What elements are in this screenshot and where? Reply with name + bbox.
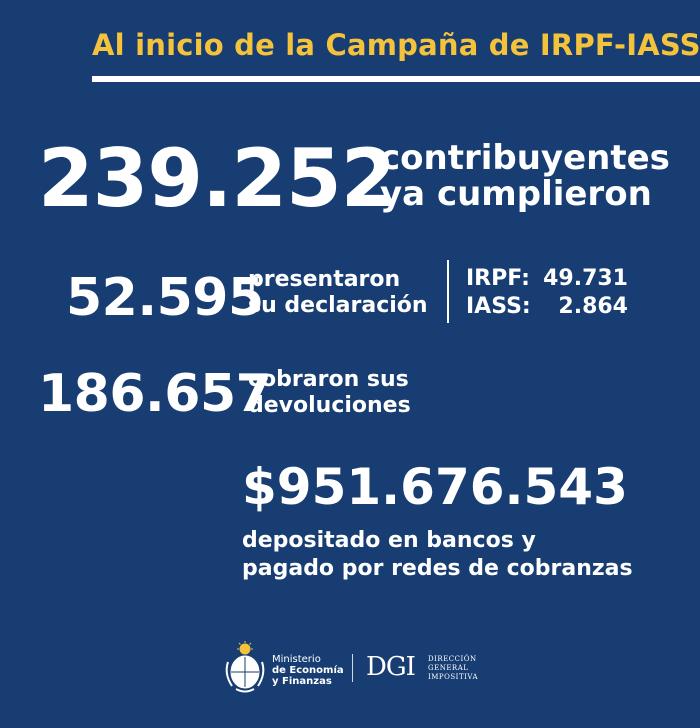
- breakdown-key: IASS:: [466, 294, 531, 319]
- breakdown-row-irpf: IRPF: 49.731: [466, 265, 628, 293]
- declarations-count: 52.595: [66, 268, 264, 328]
- header-title: Al inicio de la Campaña de IRPF-IASS: [92, 28, 700, 62]
- dgi-line2: GENERAL: [428, 664, 469, 672]
- declarations-label: presentaron su declaración: [248, 267, 428, 319]
- declarations-breakdown: IRPF: 49.731 IASS: 2.864: [466, 265, 628, 321]
- ministry-line1: Ministerio: [272, 654, 321, 665]
- contributors-count: 239.252: [38, 132, 396, 225]
- declarations-label-line1: presentaron: [248, 267, 401, 292]
- amount-label-line1: depositado en bancos y: [242, 528, 536, 553]
- contributors-label: contribuyentes ya cumplieron: [380, 140, 670, 212]
- coat-of-arms-icon: [225, 641, 265, 693]
- contributors-label-line2: ya cumplieron: [380, 174, 652, 214]
- refunds-label-line1: cobraron sus: [248, 367, 409, 392]
- refunds-label: cobraron sus devoluciones: [248, 367, 411, 419]
- breakdown-row-iass: IASS: 2.864: [466, 293, 628, 321]
- breakdown-divider: [447, 260, 449, 323]
- refunds-count: 186.657: [38, 364, 272, 424]
- breakdown-value: 2.864: [558, 294, 628, 319]
- header-underline: [92, 76, 700, 82]
- footer-divider: [352, 654, 353, 682]
- declarations-label-line2: su declaración: [248, 293, 428, 318]
- dgi-logo: DGI: [366, 652, 416, 682]
- dgi-name: DIRECCIÓN GENERAL IMPOSITIVA: [428, 655, 478, 682]
- ministry-line2: de Economía: [272, 665, 344, 676]
- refunds-label-line2: devoluciones: [248, 393, 411, 418]
- amount-label: depositado en bancos y pagado por redes …: [242, 527, 633, 583]
- breakdown-value: 49.731: [543, 266, 628, 291]
- amount-value: $951.676.543: [242, 458, 628, 516]
- ministry-line3: y Finanzas: [272, 676, 332, 687]
- amount-label-line2: pagado por redes de cobranzas: [242, 556, 633, 581]
- contributors-label-line1: contribuyentes: [380, 138, 670, 178]
- dgi-line3: IMPOSITIVA: [428, 673, 479, 681]
- breakdown-key: IRPF:: [466, 266, 530, 291]
- ministry-name: Ministerio de Economía y Finanzas: [272, 654, 344, 687]
- footer-logos: Ministerio de Economía y Finanzas DGI DI…: [222, 638, 492, 696]
- dgi-line1: DIRECCIÓN: [428, 655, 477, 663]
